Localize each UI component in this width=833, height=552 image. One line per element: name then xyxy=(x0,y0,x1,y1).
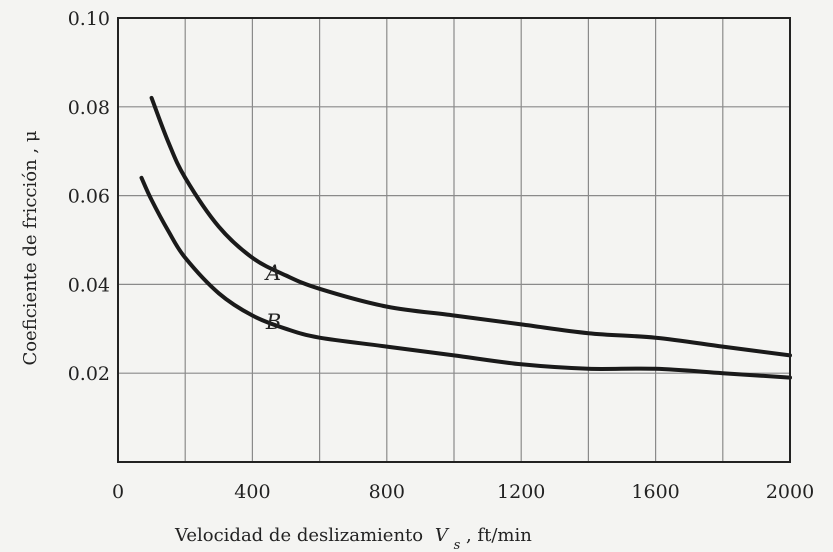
series-curves: AB xyxy=(139,95,792,380)
series-B-line xyxy=(139,175,792,380)
series-A-label: A xyxy=(264,261,281,285)
x-axis-label-subscript: s xyxy=(454,538,461,552)
y-tick-label-0.06: 0.06 xyxy=(68,186,110,208)
x-tick-label-0: 0 xyxy=(112,481,124,503)
plot-frame xyxy=(117,17,791,463)
series-B-label: B xyxy=(265,310,281,334)
x-tick-label-1200: 1200 xyxy=(497,481,545,503)
y-tick-label-0.10: 0.10 xyxy=(68,8,110,30)
y-tick-label-0.04: 0.04 xyxy=(68,274,110,296)
tick-labels: 0 400 800 1200 1600 2000 0.02 0.04 0.06 0.08 0.10 xyxy=(68,8,814,503)
grid-lines xyxy=(118,18,790,462)
x-axis-label: Velocidad de deslizamiento V s , ft/min xyxy=(174,525,532,552)
x-tick-label-800: 800 xyxy=(369,481,405,503)
y-tick-label-0.02: 0.02 xyxy=(68,363,110,385)
x-tick-label-2000: 2000 xyxy=(766,481,814,503)
x-axis-label-symbol: V xyxy=(435,525,450,546)
series-A-line xyxy=(149,95,792,358)
x-tick-label-400: 400 xyxy=(234,481,270,503)
y-tick-label-0.08: 0.08 xyxy=(68,97,110,119)
x-axis-label-text: Velocidad de deslizamiento xyxy=(174,525,423,546)
x-axis-label-units: , ft/min xyxy=(466,525,532,546)
x-tick-label-1600: 1600 xyxy=(631,481,679,503)
y-axis-label: Coeficiente de fricción , μ xyxy=(20,130,41,365)
